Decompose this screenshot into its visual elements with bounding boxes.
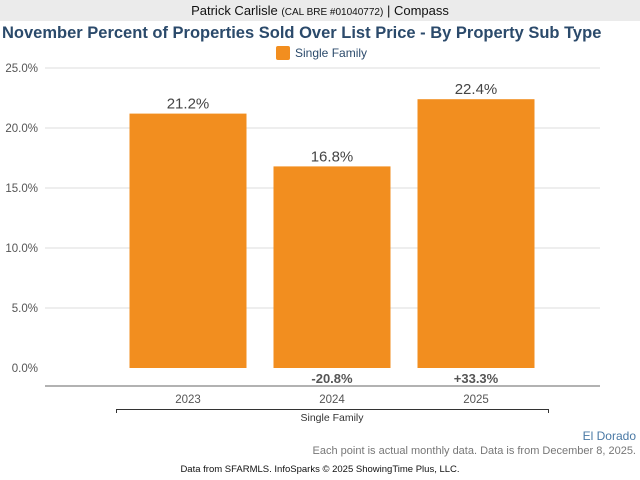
agent-name: Patrick Carlisle: [191, 3, 278, 18]
change-label: -20.8%: [311, 371, 353, 386]
location-label: El Dorado: [582, 429, 636, 443]
chart-title: November Percent of Properties Sold Over…: [2, 24, 602, 42]
y-tick-label: 5.0%: [12, 303, 38, 315]
data-label: 22.4%: [455, 81, 498, 98]
x-tick-label: 2023: [175, 394, 201, 406]
license: (CAL BRE #01040772): [281, 7, 384, 18]
legend-swatch: [276, 46, 290, 60]
brokerage: Compass: [393, 3, 449, 18]
x-tick-label: 2024: [319, 394, 345, 406]
y-tick-label: 0.0%: [12, 363, 38, 375]
bar-2023: [129, 113, 247, 368]
bar-2025: [417, 99, 535, 368]
header-bar: Patrick Carlisle (CAL BRE #01040772) | C…: [0, 0, 640, 21]
y-tick-label: 20.0%: [5, 123, 38, 135]
bar-2024: [273, 166, 391, 368]
data-note: Each point is actual monthly data. Data …: [312, 445, 636, 457]
data-label: 21.2%: [167, 96, 210, 113]
y-tick-label: 25.0%: [5, 63, 38, 75]
legend-label: Single Family: [295, 46, 368, 60]
data-label: 16.8%: [311, 148, 354, 165]
legend[interactable]: Single Family: [276, 46, 367, 60]
group-bracket: [116, 409, 549, 413]
separator: |: [386, 3, 391, 18]
x-tick-label: 2025: [463, 394, 489, 406]
group-label: Single Family: [300, 412, 364, 424]
footer: Data from SFARMLS. InfoSparks © 2025 Sho…: [180, 464, 460, 475]
y-tick-label: 10.0%: [5, 243, 38, 255]
y-tick-label: 15.0%: [5, 183, 38, 195]
change-label: +33.3%: [454, 371, 499, 386]
